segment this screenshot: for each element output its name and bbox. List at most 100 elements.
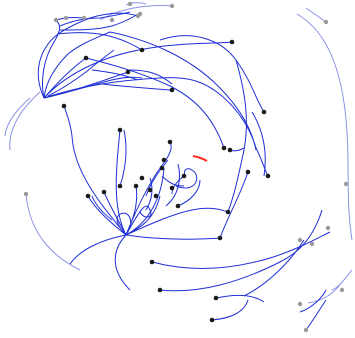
seed-point bbox=[229, 39, 235, 45]
trajectory bbox=[159, 209, 323, 292]
seed-point bbox=[221, 145, 227, 151]
seed-point-faded bbox=[297, 301, 303, 307]
trajectory bbox=[43, 57, 87, 99]
seed-point bbox=[261, 109, 267, 115]
trajectory bbox=[125, 167, 165, 236]
trajectory bbox=[109, 31, 257, 151]
trajectory bbox=[161, 175, 185, 187]
trajectory bbox=[57, 32, 143, 51]
seed-point bbox=[117, 183, 123, 189]
trajectory bbox=[43, 31, 111, 99]
trajectory bbox=[63, 105, 127, 236]
trajectory bbox=[101, 83, 171, 91]
trajectory bbox=[211, 299, 249, 321]
trajectory bbox=[129, 69, 173, 85]
trajectory bbox=[125, 195, 161, 236]
seed-point bbox=[83, 55, 89, 61]
seed-point bbox=[117, 127, 123, 133]
seed-point bbox=[125, 69, 131, 75]
trajectory bbox=[85, 57, 225, 149]
seed-point bbox=[85, 193, 91, 199]
faded-trajectory bbox=[4, 97, 31, 137]
seed-point bbox=[265, 173, 271, 179]
seed-point bbox=[133, 183, 139, 189]
trajectory bbox=[151, 231, 331, 269]
seed-point bbox=[139, 47, 145, 53]
trajectory bbox=[145, 159, 169, 197]
trajectory bbox=[59, 13, 139, 31]
seed-point-faded bbox=[127, 1, 133, 7]
seed-point-faded bbox=[323, 19, 329, 25]
seed-point-faded bbox=[81, 15, 87, 21]
trajectory bbox=[125, 205, 152, 236]
faded-trajectory bbox=[25, 193, 81, 271]
trajectory bbox=[215, 294, 265, 303]
faded-trajectory bbox=[9, 91, 41, 151]
seed-point bbox=[101, 189, 107, 195]
trajectory bbox=[87, 195, 127, 236]
seed-point-faded bbox=[309, 241, 315, 247]
highlight-marker bbox=[192, 155, 208, 162]
trajectory bbox=[299, 289, 327, 313]
seed-point bbox=[149, 259, 155, 265]
seed-point bbox=[61, 103, 67, 109]
seed-point-faded bbox=[63, 15, 69, 21]
trajectory bbox=[103, 191, 127, 236]
seed-point-faded bbox=[343, 181, 349, 187]
faded-trajectory bbox=[125, 2, 147, 6]
seed-point bbox=[213, 295, 219, 301]
trajectory bbox=[59, 11, 131, 27]
seed-point bbox=[159, 165, 165, 171]
trajectory bbox=[115, 129, 127, 236]
seed-point bbox=[153, 193, 159, 199]
trajectory bbox=[125, 185, 138, 236]
seed-point bbox=[245, 169, 251, 175]
trajectory bbox=[177, 179, 201, 207]
trajectory bbox=[43, 41, 233, 99]
trajectory bbox=[125, 234, 223, 240]
seed-point-faded bbox=[325, 225, 331, 231]
seed-point bbox=[161, 157, 167, 163]
seed-point-faded bbox=[109, 17, 115, 23]
seed-point bbox=[139, 175, 145, 181]
trajectories-group bbox=[37, 11, 331, 331]
trajectory bbox=[89, 12, 139, 19]
seed-point-faded bbox=[53, 17, 59, 23]
faded-trajectory bbox=[305, 7, 327, 23]
seed-point-faded bbox=[23, 191, 29, 197]
seed-point-faded bbox=[339, 287, 345, 293]
trajectory bbox=[243, 239, 305, 297]
trajectory bbox=[125, 207, 229, 236]
seed-point bbox=[225, 209, 231, 215]
faded-trajectory bbox=[331, 269, 353, 291]
seed-point-faded bbox=[297, 237, 303, 243]
seed-point-faded bbox=[137, 11, 143, 17]
seed-point bbox=[157, 287, 163, 293]
seed-point-faded bbox=[303, 327, 309, 333]
seed-point bbox=[209, 317, 215, 323]
trajectory bbox=[159, 35, 265, 113]
seed-point-faded bbox=[169, 3, 175, 9]
trajectory bbox=[47, 49, 115, 97]
trajectory bbox=[119, 129, 127, 187]
trajectory bbox=[116, 212, 132, 236]
trajectory bbox=[91, 69, 139, 81]
seed-point bbox=[147, 187, 153, 193]
trajectory bbox=[145, 177, 153, 211]
seed-point bbox=[181, 173, 187, 179]
seed-point bbox=[175, 203, 181, 209]
trajectory bbox=[114, 234, 131, 291]
trajectory bbox=[227, 59, 247, 213]
trajectory bbox=[41, 19, 61, 99]
faded-trajectory bbox=[296, 13, 353, 241]
trajectory bbox=[175, 168, 198, 189]
trajectory bbox=[219, 171, 249, 239]
trajectory bbox=[69, 234, 127, 265]
seed-points-group bbox=[23, 1, 349, 333]
seed-point bbox=[167, 139, 173, 145]
seed-point bbox=[217, 235, 223, 241]
trajectory bbox=[251, 111, 266, 177]
